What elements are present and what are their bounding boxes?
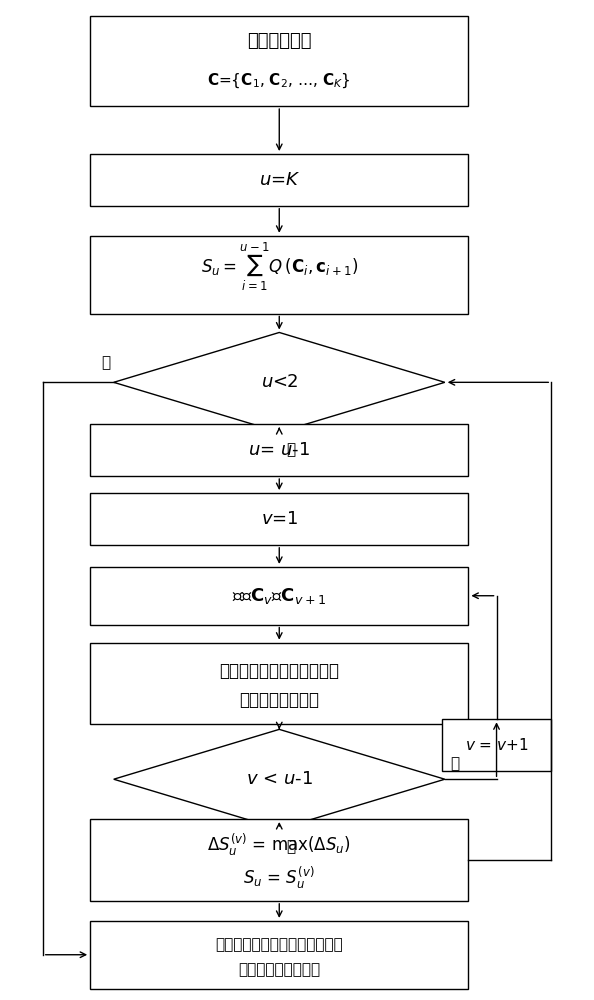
FancyBboxPatch shape (90, 16, 469, 106)
Text: 是: 是 (451, 756, 460, 771)
FancyBboxPatch shape (90, 567, 469, 625)
Polygon shape (113, 332, 445, 432)
Text: $S_u$ = $S_u^{(v)}$: $S_u$ = $S_u^{(v)}$ (244, 865, 315, 891)
Text: 绘制拟合优度变化曲线，识别最: 绘制拟合优度变化曲线，识别最 (216, 937, 343, 952)
Text: $v$ = $v$+1: $v$ = $v$+1 (465, 737, 528, 753)
Text: 否: 否 (286, 839, 295, 854)
Text: $\Delta S_u^{(v)}$ = max($\Delta S_u$): $\Delta S_u^{(v)}$ = max($\Delta S_u$) (207, 832, 351, 858)
Text: 与拟合优度变化量: 与拟合优度变化量 (239, 691, 319, 709)
FancyBboxPatch shape (90, 154, 469, 206)
Text: 优时段数与划分方案: 优时段数与划分方案 (238, 962, 320, 977)
Text: 基础方案划分: 基础方案划分 (247, 32, 311, 50)
FancyBboxPatch shape (90, 493, 469, 545)
Text: 合并$\mathbf{C}_v$与$\mathbf{C}_{v+1}$: 合并$\mathbf{C}_v$与$\mathbf{C}_{v+1}$ (232, 586, 326, 606)
FancyBboxPatch shape (90, 424, 469, 476)
FancyBboxPatch shape (90, 236, 469, 314)
FancyBboxPatch shape (442, 719, 551, 771)
Text: $\mathbf{C}$={$\mathbf{C}_1$, $\mathbf{C}_2$, …, $\mathbf{C}_K$}: $\mathbf{C}$={$\mathbf{C}_1$, $\mathbf{C… (207, 72, 351, 90)
Text: 否: 否 (286, 442, 295, 457)
Text: 计算当前合并方案拟合优度: 计算当前合并方案拟合优度 (219, 662, 339, 680)
Text: $u$<2: $u$<2 (261, 373, 298, 391)
Text: 是: 是 (102, 355, 110, 370)
FancyBboxPatch shape (90, 819, 469, 901)
Text: $u$=$K$: $u$=$K$ (258, 171, 300, 189)
Text: $v$=1: $v$=1 (261, 510, 298, 528)
Polygon shape (113, 729, 445, 829)
Text: $S_u = \sum_{i=1}^{u-1} Q\,(\mathbf{C}_i, \mathbf{c}_{i+1})$: $S_u = \sum_{i=1}^{u-1} Q\,(\mathbf{C}_i… (201, 241, 358, 293)
FancyBboxPatch shape (90, 921, 469, 989)
Text: $u$= $u$-1: $u$= $u$-1 (248, 441, 310, 459)
FancyBboxPatch shape (90, 643, 469, 724)
Text: $v$ < $u$-1: $v$ < $u$-1 (246, 770, 312, 788)
